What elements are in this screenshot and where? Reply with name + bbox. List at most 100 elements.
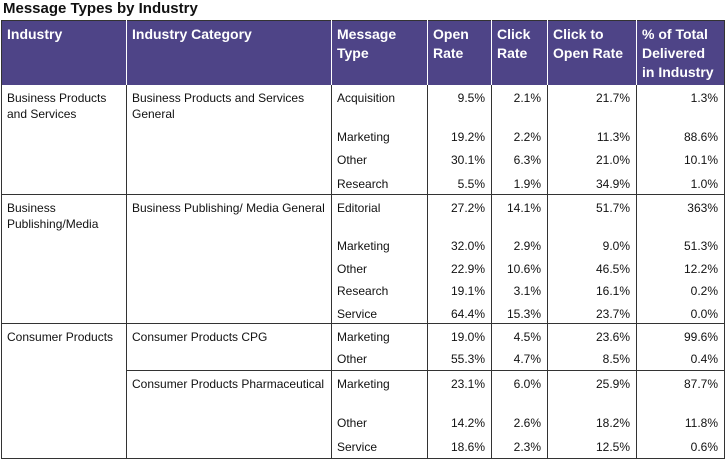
- click-rate-cell: 10.6%: [491, 256, 548, 278]
- message-type-cell: Marketing: [331, 233, 428, 256]
- click-to-open-rate-cell: 51.7%: [547, 194, 637, 233]
- header-industry-category: Industry Category: [126, 20, 332, 85]
- message-type-cell: Acquisition: [331, 85, 428, 124]
- industry-cell: Business Publishing/Media: [1, 194, 127, 324]
- message-type-cell: Marketing: [331, 370, 428, 410]
- header-open-rate: Open Rate: [427, 20, 492, 85]
- message-type-cell: Service: [331, 434, 428, 459]
- table-row: Other 14.2% 2.6% 18.2% 11.8%: [2, 410, 725, 434]
- page-title: Message Types by Industry: [3, 0, 198, 17]
- pct-total-delivered-cell: 88.6%: [636, 124, 725, 147]
- click-to-open-rate-cell: 12.5%: [547, 434, 637, 459]
- industry-category-cell: Consumer Products CPG: [126, 323, 332, 371]
- table-row: Marketing 19.2% 2.2% 11.3% 88.6%: [2, 124, 725, 147]
- pct-total-delivered-cell: 1.0%: [636, 171, 725, 195]
- open-rate-cell: 30.1%: [427, 147, 492, 171]
- header-industry: Industry: [1, 20, 127, 85]
- pct-total-delivered-cell: 99.6%: [636, 323, 725, 346]
- message-type-cell: Service: [331, 301, 428, 324]
- table-row: Marketing 32.0% 2.9% 9.0% 51.3%: [2, 233, 725, 256]
- click-rate-cell: 6.3%: [491, 147, 548, 171]
- click-to-open-rate-cell: 46.5%: [547, 256, 637, 278]
- click-to-open-rate-cell: 16.1%: [547, 278, 637, 301]
- pct-total-delivered-cell: 10.1%: [636, 147, 725, 171]
- open-rate-cell: 19.2%: [427, 124, 492, 147]
- pct-total-delivered-cell: 51.3%: [636, 233, 725, 256]
- click-rate-cell: 2.2%: [491, 124, 548, 147]
- pct-total-delivered-cell: 0.2%: [636, 278, 725, 301]
- message-types-table: Industry Industry Category Message Type …: [1, 20, 725, 459]
- message-type-cell: Other: [331, 346, 428, 371]
- open-rate-cell: 18.6%: [427, 434, 492, 459]
- industry-cell: Consumer Products: [1, 323, 127, 459]
- click-to-open-rate-cell: 8.5%: [547, 346, 637, 371]
- pct-total-delivered-cell: 87.7%: [636, 370, 725, 410]
- message-type-cell: Marketing: [331, 124, 428, 147]
- pct-total-delivered-cell: 0.4%: [636, 346, 725, 371]
- table-header-row: Industry Industry Category Message Type …: [1, 20, 725, 85]
- table-row: Consumer Products Consumer Products CPG Ma…: [1, 323, 725, 459]
- click-rate-cell: 2.3%: [491, 434, 548, 459]
- table-row: Research 19.1% 3.1% 16.1% 0.2%: [2, 278, 725, 301]
- click-to-open-rate-cell: 34.9%: [547, 171, 637, 195]
- table-row: Service 64.4% 15.3% 23.7% 0.0%: [2, 301, 725, 324]
- pct-total-delivered-cell: 12.2%: [636, 256, 725, 278]
- click-rate-cell: 3.1%: [491, 278, 548, 301]
- table-body: Business Products and Services Business P…: [1, 85, 725, 459]
- message-type-cell: Other: [331, 147, 428, 171]
- message-type-cell: Research: [331, 278, 428, 301]
- open-rate-cell: 9.5%: [427, 85, 492, 124]
- open-rate-cell: 64.4%: [427, 301, 492, 324]
- industry-cell: Business Products and Services: [1, 85, 127, 195]
- click-rate-cell: 2.1%: [491, 85, 548, 124]
- table-row: Business Products and Services Business P…: [1, 85, 725, 195]
- industry-category-cell: Business Publishing/ Media General: [126, 194, 332, 324]
- pct-total-delivered-cell: 1.3%: [636, 85, 725, 124]
- open-rate-cell: 5.5%: [427, 171, 492, 195]
- click-rate-cell: 14.1%: [491, 194, 548, 233]
- click-rate-cell: 4.7%: [491, 346, 548, 371]
- industry-category-cell: Business Products and Services General: [126, 85, 332, 195]
- click-to-open-rate-cell: 21.7%: [547, 85, 637, 124]
- click-to-open-rate-cell: 18.2%: [547, 410, 637, 434]
- message-type-cell: Other: [331, 256, 428, 278]
- message-type-cell: Editorial: [331, 194, 428, 233]
- table-row: Service 18.6% 2.3% 12.5% 0.6%: [2, 434, 725, 459]
- table-row: Research 5.5% 1.9% 34.9% 1.0%: [2, 171, 725, 195]
- industry-category-cell: Consumer Products Pharmaceutical: [126, 370, 332, 459]
- open-rate-cell: 23.1%: [427, 370, 492, 410]
- open-rate-cell: 22.9%: [427, 256, 492, 278]
- pct-total-delivered-cell: 363%: [636, 194, 725, 233]
- click-to-open-rate-cell: 25.9%: [547, 370, 637, 410]
- click-rate-cell: 15.3%: [491, 301, 548, 324]
- open-rate-cell: 55.3%: [427, 346, 492, 371]
- message-type-cell: Marketing: [331, 323, 428, 346]
- header-message-type: Message Type: [331, 20, 428, 85]
- table-row: Other 30.1% 6.3% 21.0% 10.1%: [2, 147, 725, 171]
- click-to-open-rate-cell: 21.0%: [547, 147, 637, 171]
- click-rate-cell: 2.9%: [491, 233, 548, 256]
- click-to-open-rate-cell: 23.7%: [547, 301, 637, 324]
- open-rate-cell: 19.1%: [427, 278, 492, 301]
- header-click-rate: Click Rate: [491, 20, 548, 85]
- click-rate-cell: 6.0%: [491, 370, 548, 410]
- message-type-cell: Research: [331, 171, 428, 195]
- header-pct-total-delivered: % of Total Delivered in Industry: [636, 20, 725, 85]
- pct-total-delivered-cell: 11.8%: [636, 410, 725, 434]
- open-rate-cell: 14.2%: [427, 410, 492, 434]
- click-to-open-rate-cell: 11.3%: [547, 124, 637, 147]
- table-row: Other 55.3% 4.7% 8.5% 0.4%: [2, 346, 725, 371]
- header-click-to-open-rate: Click to Open Rate: [547, 20, 637, 85]
- open-rate-cell: 32.0%: [427, 233, 492, 256]
- message-type-cell: Other: [331, 410, 428, 434]
- click-to-open-rate-cell: 9.0%: [547, 233, 637, 256]
- pct-total-delivered-cell: 0.0%: [636, 301, 725, 324]
- click-rate-cell: 2.6%: [491, 410, 548, 434]
- click-rate-cell: 1.9%: [491, 171, 548, 195]
- open-rate-cell: 27.2%: [427, 194, 492, 233]
- open-rate-cell: 19.0%: [427, 323, 492, 346]
- pct-total-delivered-cell: 0.6%: [636, 434, 725, 459]
- table-row: Other 22.9% 10.6% 46.5% 12.2%: [2, 256, 725, 278]
- click-to-open-rate-cell: 23.6%: [547, 323, 637, 346]
- table-row: Business Publishing/Media Business Publis…: [1, 194, 725, 324]
